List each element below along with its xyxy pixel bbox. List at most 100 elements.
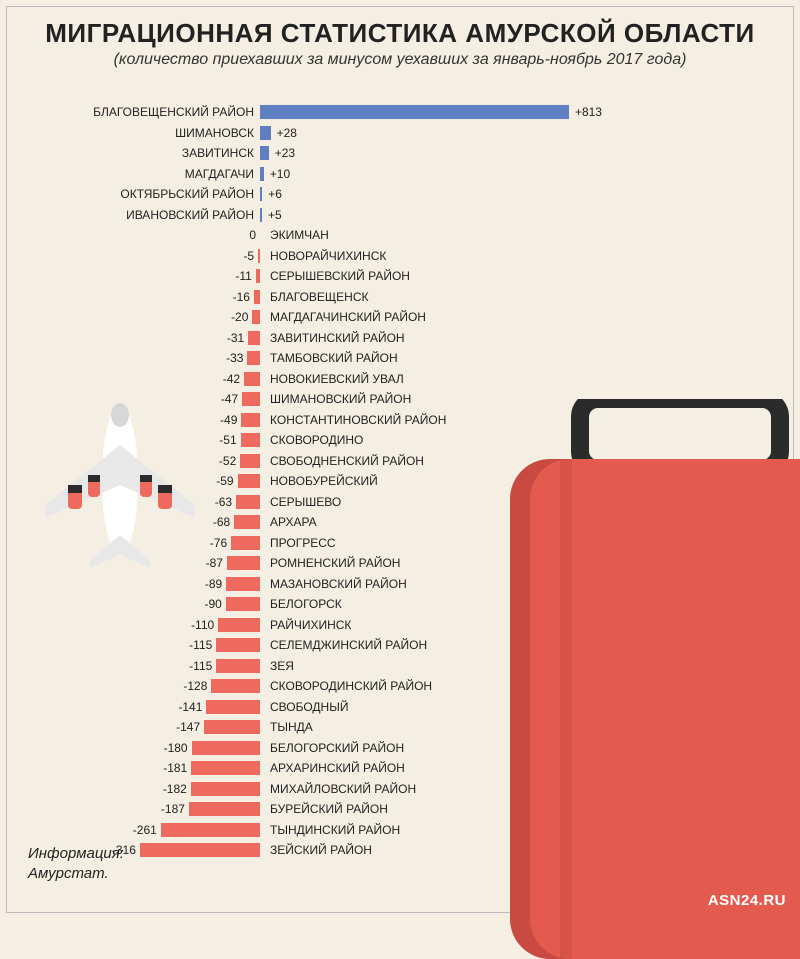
- row-value: -115: [183, 638, 216, 652]
- table-row: -187БУРЕЙСКИЙ РАЙОН: [0, 799, 800, 820]
- table-row: -52СВОБОДНЕНСКИЙ РАЙОН: [0, 451, 800, 472]
- bar-negative: [216, 638, 260, 652]
- row-label: СКОВОРОДИНСКИЙ РАЙОН: [260, 679, 438, 693]
- table-row: -181 АРХАРИНСКИЙ РАЙОН: [0, 758, 800, 779]
- row-value: -31: [221, 331, 248, 345]
- row-label: БЛАГОВЕЩЕНСК: [260, 290, 375, 304]
- row-label: ЗЕЯ: [260, 659, 300, 673]
- row-label: БЕЛОГОРСК: [260, 597, 348, 611]
- table-row: -115 ЗЕЯ: [0, 656, 800, 677]
- row-label: ЗАВИТИНСК: [0, 146, 260, 160]
- row-label: МАЗАНОВСКИЙ РАЙОН: [260, 577, 413, 591]
- row-value: -68: [207, 515, 234, 529]
- bar-positive: [260, 126, 271, 140]
- bar-negative: [206, 700, 260, 714]
- row-label: ШИМАНОВСКИЙ РАЙОН: [260, 392, 417, 406]
- bar-negative: [140, 843, 260, 857]
- row-label: ИВАНОВСКИЙ РАЙОН: [0, 208, 260, 222]
- bar-negative: [189, 802, 260, 816]
- source-attribution: Информация: Амурстат.: [28, 844, 124, 883]
- row-value: -182: [157, 782, 191, 796]
- row-label: АРХАРИНСКИЙ РАЙОН: [260, 761, 411, 775]
- row-label: ЭКИМЧАН: [260, 228, 335, 242]
- table-row: -16 БЛАГОВЕЩЕНСК: [0, 287, 800, 308]
- row-value: -141: [172, 700, 206, 714]
- bar-negative: [226, 597, 260, 611]
- table-row: -20МАГДАГАЧИНСКИЙ РАЙОН: [0, 307, 800, 328]
- bar-negative: [216, 659, 260, 673]
- row-value: -128: [177, 679, 211, 693]
- table-row: ИВАНОВСКИЙ РАЙОН+5: [0, 205, 800, 226]
- row-label: ШИМАНОВСК: [0, 126, 260, 140]
- bar-negative: [238, 474, 260, 488]
- row-value: +6: [262, 187, 288, 201]
- table-row: -110РАЙЧИХИНСК: [0, 615, 800, 636]
- bar-positive: [260, 105, 569, 119]
- table-row: -180 БЕЛОГОРСКИЙ РАЙОН: [0, 738, 800, 759]
- row-label: ТЫНДИНСКИЙ РАЙОН: [260, 823, 406, 837]
- row-label: СВОБОДНЕНСКИЙ РАЙОН: [260, 454, 430, 468]
- row-value: -47: [215, 392, 242, 406]
- row-value: +28: [271, 126, 303, 140]
- row-value: -16: [227, 290, 254, 304]
- row-value: +23: [269, 146, 301, 160]
- bar-negative: [247, 351, 260, 365]
- row-value: -181: [157, 761, 191, 775]
- row-label: СЕРЫШЕВО: [260, 495, 347, 509]
- bar-positive: [260, 167, 264, 181]
- row-value: -42: [217, 372, 244, 386]
- bar-negative: [226, 577, 260, 591]
- row-value: -115: [183, 659, 216, 673]
- row-label: НОВОКИЕВСКИЙ УВАЛ: [260, 372, 410, 386]
- bar-negative: [234, 515, 260, 529]
- table-row: 0ЭКИМЧАН: [0, 225, 800, 246]
- row-value: -49: [214, 413, 241, 427]
- row-value: -147: [170, 720, 204, 734]
- row-label: КОНСТАНТИНОВСКИЙ РАЙОН: [260, 413, 452, 427]
- site-watermark: ASN24.RU: [708, 892, 786, 909]
- row-label: СВОБОДНЫЙ: [260, 700, 354, 714]
- bar-negative: [191, 761, 260, 775]
- row-label: БЛАГОВЕЩЕНСКИЙ РАЙОН: [0, 105, 260, 119]
- table-row: -182МИХАЙЛОВСКИЙ РАЙОН: [0, 779, 800, 800]
- bar-negative: [191, 782, 260, 796]
- table-row: -90БЕЛОГОРСК: [0, 594, 800, 615]
- bar-negative: [240, 454, 260, 468]
- row-value: -59: [210, 474, 237, 488]
- table-row: -147ТЫНДА: [0, 717, 800, 738]
- row-label: БЕЛОГОРСКИЙ РАЙОН: [260, 741, 410, 755]
- table-row: -5НОВОРАЙЧИХИНСК: [0, 246, 800, 267]
- table-row: ЗАВИТИНСК +23: [0, 143, 800, 164]
- table-row: МАГДАГАЧИ+10: [0, 164, 800, 185]
- page-subtitle: (количество приехавших за минусом уехавш…: [0, 51, 800, 69]
- table-row: -87РОМНЕНСКИЙ РАЙОН: [0, 553, 800, 574]
- row-value: -76: [204, 536, 231, 550]
- table-row: -68АРХАРА: [0, 512, 800, 533]
- table-row: -115СЕЛЕМДЖИНСКИЙ РАЙОН: [0, 635, 800, 656]
- bar-negative: [258, 249, 260, 263]
- row-value: -5: [237, 249, 258, 263]
- row-value: -63: [209, 495, 236, 509]
- table-row: -42 НОВОКИЕВСКИЙ УВАЛ: [0, 369, 800, 390]
- row-label: ЗАВИТИНСКИЙ РАЙОН: [260, 331, 411, 345]
- table-row: -49 КОНСТАНТИНОВСКИЙ РАЙОН: [0, 410, 800, 431]
- row-label: РОМНЕНСКИЙ РАЙОН: [260, 556, 406, 570]
- row-label: ПРОГРЕСС: [260, 536, 342, 550]
- bar-negative: [227, 556, 260, 570]
- row-label: НОВОРАЙЧИХИНСК: [260, 249, 392, 263]
- bar-negative: [192, 741, 260, 755]
- table-row: -11СЕРЫШЕВСКИЙ РАЙОН: [0, 266, 800, 287]
- table-row: -33ТАМБОВСКИЙ РАЙОН: [0, 348, 800, 369]
- bar-negative: [241, 413, 260, 427]
- row-label: ТАМБОВСКИЙ РАЙОН: [260, 351, 404, 365]
- row-value: +10: [264, 167, 296, 181]
- row-value: -261: [127, 823, 161, 837]
- row-value: -180: [158, 741, 192, 755]
- table-row: ОКТЯБРЬСКИЙ РАЙОН+6: [0, 184, 800, 205]
- bar-negative: [256, 269, 260, 283]
- table-row: -261 ТЫНДИНСКИЙ РАЙОН: [0, 820, 800, 841]
- bar-positive: [260, 208, 262, 222]
- table-row: БЛАГОВЕЩЕНСКИЙ РАЙОН+813: [0, 102, 800, 123]
- bar-negative: [248, 331, 260, 345]
- bar-negative: [236, 495, 260, 509]
